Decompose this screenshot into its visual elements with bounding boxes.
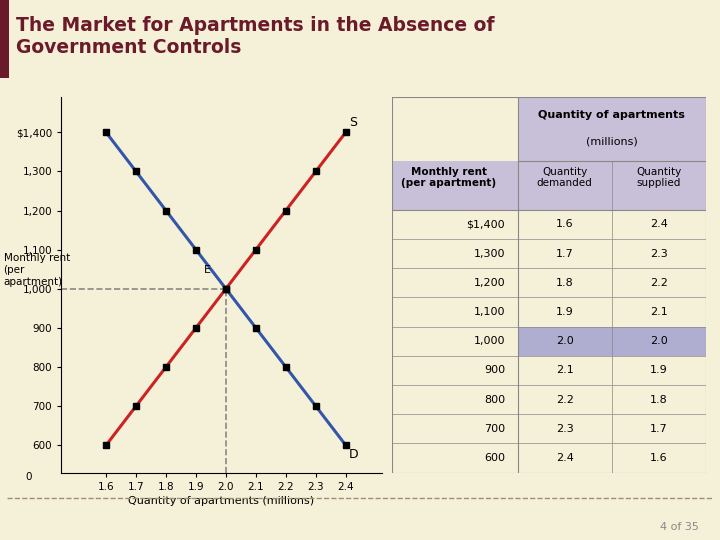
Text: 1.6: 1.6 [556,219,573,230]
X-axis label: Quantity of apartments (millions): Quantity of apartments (millions) [128,496,315,505]
Bar [392,239,706,268]
Text: Quantity
demanded: Quantity demanded [537,167,593,188]
Text: The Market for Apartments in the Absence of
Government Controls: The Market for Apartments in the Absence… [16,16,495,57]
Text: Quantity of apartments: Quantity of apartments [539,110,685,120]
Bar [392,385,706,414]
Text: 1.9: 1.9 [649,366,667,375]
Text: 2.2: 2.2 [649,278,667,288]
Text: 1.7: 1.7 [556,248,574,259]
Bar [392,356,706,385]
Text: Monthly rent
(per
apartment): Monthly rent (per apartment) [4,253,70,287]
Text: 1,000: 1,000 [474,336,505,346]
Text: Quantity
supplied: Quantity supplied [636,167,681,188]
Text: 4 of 35: 4 of 35 [660,522,698,532]
Text: Monthly rent
(per apartment): Monthly rent (per apartment) [401,167,496,188]
Text: 1,100: 1,100 [474,307,505,317]
Text: 1,200: 1,200 [474,278,505,288]
Text: 600: 600 [484,453,505,463]
Bar [518,327,706,356]
Text: $1,400: $1,400 [467,219,505,230]
Bar [392,327,706,356]
Text: 1.9: 1.9 [556,307,574,317]
Text: 2.1: 2.1 [556,366,574,375]
Text: 800: 800 [484,395,505,404]
Text: 2.1: 2.1 [649,307,667,317]
Text: 2.0: 2.0 [556,336,574,346]
Text: 1.6: 1.6 [650,453,667,463]
Bar [392,210,706,239]
Text: (millions): (millions) [586,137,637,146]
Text: 2.3: 2.3 [556,424,574,434]
Text: 1.8: 1.8 [649,395,667,404]
Bar [0,0,9,78]
Bar [392,268,706,298]
Text: 700: 700 [484,424,505,434]
Text: S: S [348,116,356,129]
Text: 2.4: 2.4 [649,219,667,230]
Text: 0: 0 [25,472,32,483]
Text: D: D [348,448,359,461]
Text: 1.8: 1.8 [556,278,574,288]
Text: 2.4: 2.4 [556,453,574,463]
Text: 1.7: 1.7 [649,424,667,434]
Text: 2.3: 2.3 [649,248,667,259]
Text: 2.0: 2.0 [649,336,667,346]
Text: E: E [204,265,211,275]
Bar [392,443,706,472]
Bar [392,414,706,443]
Bar [392,161,706,210]
Text: 2.2: 2.2 [556,395,574,404]
Bar [392,298,706,327]
Text: 1,300: 1,300 [474,248,505,259]
Text: 900: 900 [484,366,505,375]
Bar [518,97,706,161]
